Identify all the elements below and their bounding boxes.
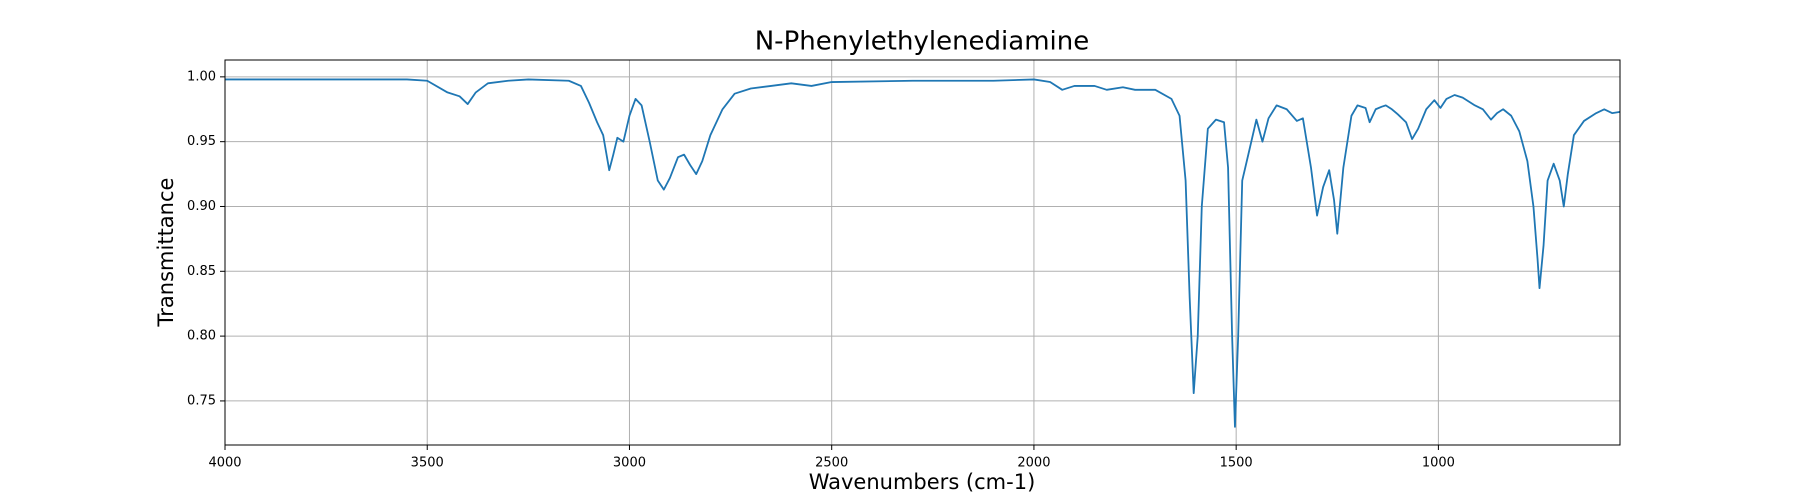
x-tick-label: 2000 — [1017, 456, 1050, 471]
y-tick-label: 1.00 — [187, 69, 216, 84]
x-tick-label: 2500 — [815, 456, 848, 471]
plot-frame — [224, 59, 1621, 446]
x-tick-label: 4000 — [208, 456, 241, 471]
spectrum-line — [225, 78, 1621, 428]
x-tick-label: 3000 — [613, 456, 646, 471]
y-tick-label: 0.85 — [187, 264, 216, 279]
x-tick-label: 1000 — [1422, 456, 1455, 471]
y-axis-label: Transmittance — [154, 178, 178, 328]
y-tick-label: 0.75 — [187, 393, 216, 408]
x-tick-label: 1500 — [1220, 456, 1253, 471]
y-tick-label: 0.90 — [187, 199, 216, 214]
x-tick-label: 3500 — [411, 456, 444, 471]
x-axis-label: Wavenumbers (cm-1) — [809, 470, 1036, 494]
y-tick-label: 0.95 — [187, 134, 216, 149]
y-tick-label: 0.80 — [187, 329, 216, 344]
chart-title: N-Phenylethylenediamine — [755, 27, 1090, 57]
